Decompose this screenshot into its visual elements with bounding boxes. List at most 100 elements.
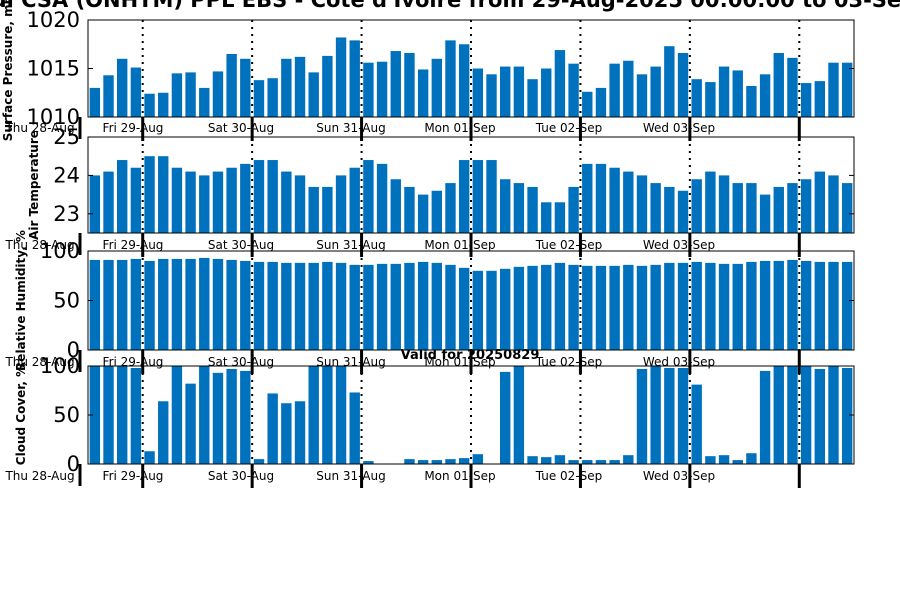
bar [787, 366, 798, 464]
bar [458, 160, 470, 233]
bar [445, 264, 456, 350]
bar [294, 175, 306, 233]
x-tick-label: Tue 02-Sep [535, 238, 603, 252]
bar [199, 175, 210, 233]
x-tick-label: Fri 29-Aug [103, 469, 164, 483]
bar [240, 260, 251, 350]
bar [335, 262, 347, 350]
bar [841, 261, 853, 350]
bar [595, 163, 607, 233]
bar [445, 40, 456, 118]
bar [267, 160, 278, 233]
x-tick-label: Thu 28-Aug [4, 121, 74, 135]
bar [609, 460, 620, 464]
figure-title: Jul CSA (ONHTM) PPL EBS - Cote d'Ivoire … [0, 0, 900, 12]
y-tick-label: 24 [53, 163, 80, 187]
bar [89, 87, 101, 117]
y-tick-label: 1015 [27, 57, 80, 81]
bar [445, 183, 456, 233]
bar [472, 454, 484, 464]
bar [130, 167, 142, 233]
bar [431, 460, 443, 464]
bar [117, 160, 128, 233]
bar [349, 167, 360, 233]
bar [664, 262, 675, 350]
x-tick-label: Sun 31-Aug [316, 121, 385, 135]
x-tick-label: Sat 30-Aug [208, 121, 274, 135]
bar [417, 194, 429, 233]
bar [253, 459, 265, 464]
bar [417, 460, 429, 464]
bar [691, 79, 702, 117]
bar [185, 171, 196, 233]
bar [650, 366, 661, 464]
bar [185, 72, 196, 117]
bar [267, 261, 278, 350]
y-tick-label: 50 [53, 289, 80, 313]
bar [636, 368, 648, 464]
bar [513, 366, 525, 464]
bar [677, 52, 689, 118]
bar [773, 186, 784, 233]
bar [609, 63, 620, 117]
bar [650, 264, 661, 350]
x-tick-label: Sun 31-Aug [316, 469, 385, 483]
bar [800, 83, 812, 117]
bar [568, 186, 579, 233]
bar [595, 87, 607, 117]
bar [500, 268, 511, 350]
bar [732, 460, 743, 464]
bar [664, 367, 675, 464]
bar [226, 53, 237, 117]
bar [404, 52, 415, 118]
bar [814, 171, 826, 233]
bar [800, 179, 812, 233]
bar [500, 66, 511, 117]
x-tick-label: Mon 01-Sep [424, 355, 495, 369]
bar [472, 68, 484, 117]
bar [103, 171, 114, 233]
y-tick-label: 100 [40, 354, 80, 378]
bar [89, 366, 101, 464]
bar [582, 265, 593, 350]
bar [568, 264, 579, 350]
bar [472, 270, 484, 350]
bar [718, 175, 730, 233]
x-tick-label: Tue 02-Sep [535, 121, 603, 135]
bar [158, 156, 169, 233]
bar [404, 186, 415, 233]
bar [841, 183, 853, 233]
bar [759, 74, 771, 117]
bar [677, 367, 689, 464]
bar [787, 183, 798, 233]
bar [732, 183, 743, 233]
bar [130, 258, 142, 350]
bar [541, 457, 552, 464]
bar [89, 259, 101, 350]
bar [554, 50, 566, 117]
bar [390, 51, 401, 117]
bar [500, 179, 511, 233]
bar [513, 266, 525, 350]
bar [458, 44, 470, 117]
x-tick-label: Fri 29-Aug [103, 238, 164, 252]
bar [595, 265, 607, 350]
bar [759, 260, 771, 350]
bar [486, 270, 497, 350]
x-tick-label: Sat 30-Aug [208, 238, 274, 252]
bar [253, 160, 265, 233]
y-tick-label: 100 [40, 239, 80, 263]
bar [800, 260, 812, 350]
bar [623, 455, 634, 464]
bar [623, 264, 634, 350]
bar [458, 458, 470, 464]
bar [335, 37, 347, 117]
bar [623, 60, 634, 117]
x-tick-label: Sat 30-Aug [208, 469, 274, 483]
x-tick-label: Thu 28-Aug [4, 238, 74, 252]
bar [130, 67, 142, 117]
bar [390, 179, 401, 233]
bar [308, 366, 319, 464]
